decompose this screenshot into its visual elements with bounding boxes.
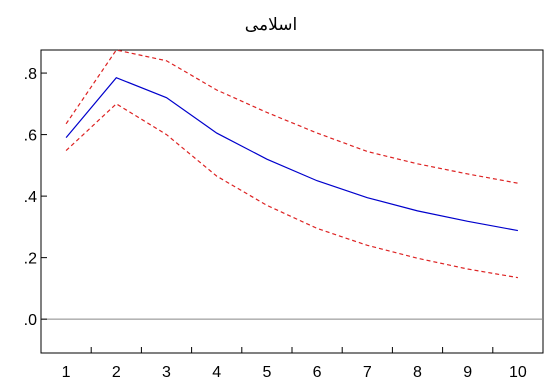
- y-tick-label: .0: [24, 312, 37, 329]
- estimate-line: [65, 76, 519, 232]
- x-tick-label: 2: [112, 364, 121, 381]
- lower-band-line: [65, 103, 519, 279]
- upper-band-line: [65, 49, 519, 184]
- x-tick-label: 3: [162, 364, 171, 381]
- x-tick-label: 7: [363, 364, 372, 381]
- y-tick-label: .6: [24, 128, 37, 145]
- y-tick-label: .4: [24, 189, 37, 206]
- y-tick-label: .2: [24, 251, 37, 268]
- plot-frame: [40, 49, 544, 354]
- x-tick-label: 10: [509, 364, 527, 381]
- x-tick-label: 8: [413, 364, 422, 381]
- y-tick-label: .8: [24, 66, 37, 83]
- x-tick-label: 5: [262, 364, 271, 381]
- x-tick-label: 9: [463, 364, 472, 381]
- x-tick-label: 6: [313, 364, 322, 381]
- x-tick-label: 1: [62, 364, 71, 381]
- chart-title: اسلامی: [245, 15, 297, 35]
- x-tick-label: 4: [212, 364, 221, 381]
